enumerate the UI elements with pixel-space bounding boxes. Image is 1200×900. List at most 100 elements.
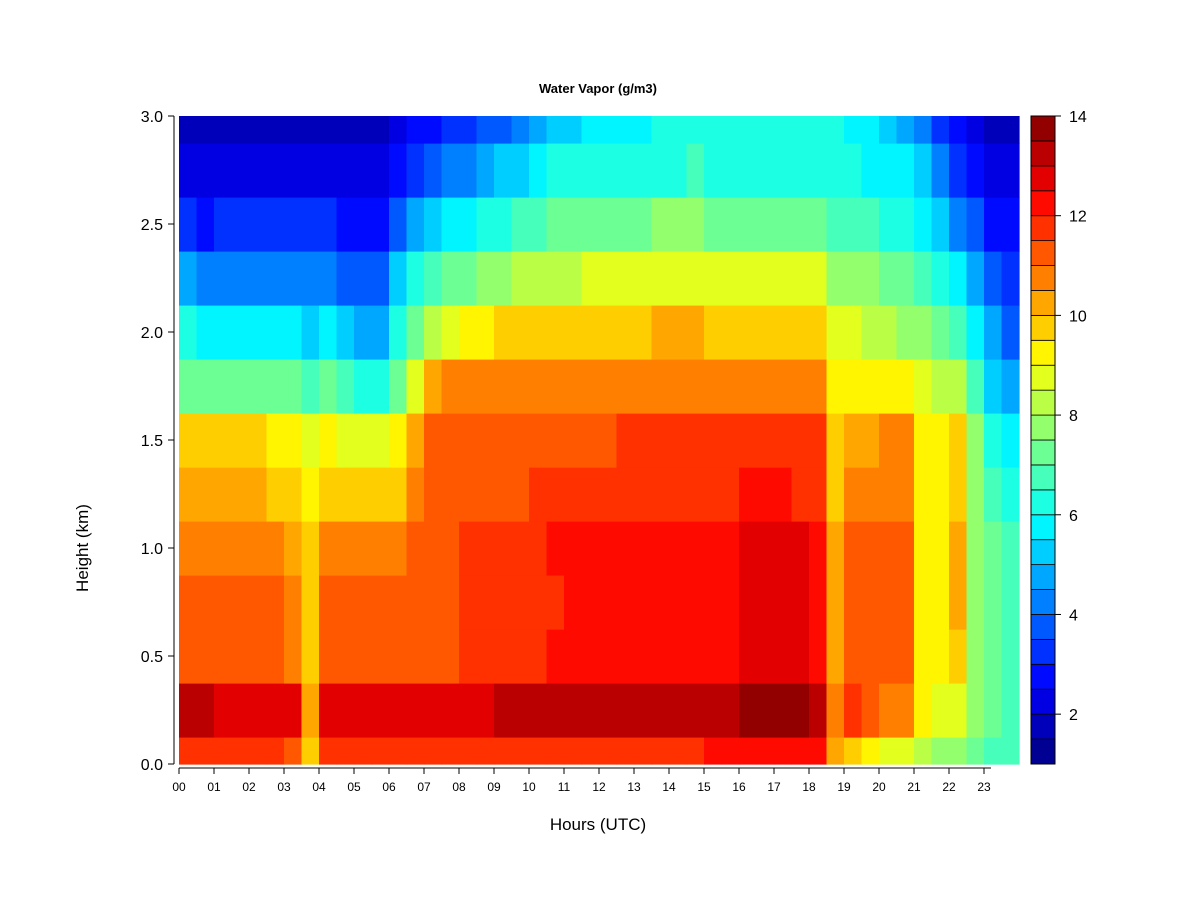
- heatmap-cell: [914, 737, 933, 765]
- heatmap-cell: [581, 629, 600, 684]
- y-tick-label: 2.0: [141, 325, 163, 342]
- heatmap-cell: [371, 305, 390, 360]
- heatmap-cell: [704, 413, 723, 468]
- heatmap-cell: [546, 197, 565, 252]
- heatmap-cell: [389, 305, 408, 360]
- heatmap-cell: [564, 521, 583, 576]
- heatmap-cell: [984, 197, 1003, 252]
- heatmap-cell: [424, 629, 443, 684]
- heatmap-cell: [669, 521, 688, 576]
- heatmap-cell: [581, 143, 600, 198]
- heatmap-cell: [424, 359, 443, 414]
- heatmap-cell: [406, 251, 425, 306]
- heatmap-cell: [756, 197, 775, 252]
- heatmap-cell: [284, 629, 303, 684]
- heatmap-cell: [476, 683, 495, 738]
- heatmap-cell: [966, 467, 985, 522]
- heatmap-cell: [826, 251, 845, 306]
- x-tick-label: 06: [382, 780, 396, 794]
- heatmap-cell: [581, 467, 600, 522]
- heatmap-cell: [651, 251, 670, 306]
- heatmap-cell: [949, 116, 968, 144]
- heatmap-cell: [879, 521, 898, 576]
- heatmap-cell: [669, 305, 688, 360]
- heatmap-cell: [861, 305, 880, 360]
- heatmap-cell: [529, 197, 548, 252]
- colorbar-level: [1030, 290, 1056, 316]
- heatmap-cell: [371, 197, 390, 252]
- heatmap-cell: [389, 143, 408, 198]
- heatmap-cell: [476, 116, 495, 144]
- heatmap-cell: [301, 683, 320, 738]
- heatmap-cell: [179, 521, 198, 576]
- heatmap-cell: [511, 116, 530, 144]
- heatmap-cell: [826, 575, 845, 630]
- colorbar-level: [1030, 389, 1056, 416]
- heatmap-cell: [441, 737, 460, 765]
- heatmap-cell: [686, 251, 705, 306]
- heatmap-cell: [354, 359, 373, 414]
- heatmap-cells: [179, 116, 1020, 765]
- heatmap-cell: [476, 251, 495, 306]
- heatmap-cell: [581, 575, 600, 630]
- heatmap-cell: [249, 116, 268, 144]
- heatmap-cell: [284, 413, 303, 468]
- heatmap-cell: [686, 575, 705, 630]
- heatmap-cell: [319, 467, 338, 522]
- heatmap-cell: [861, 737, 880, 765]
- heatmap-cell: [179, 197, 198, 252]
- heatmap-cell: [669, 116, 688, 144]
- heatmap-cell: [739, 683, 758, 738]
- heatmap-cell: [931, 251, 950, 306]
- heatmap-cell: [389, 737, 408, 765]
- heatmap-cell: [179, 575, 198, 630]
- heatmap-cell: [581, 116, 600, 144]
- heatmap-cell: [914, 143, 933, 198]
- heatmap-cell: [476, 197, 495, 252]
- heatmap-cell: [196, 143, 215, 198]
- heatmap-cell: [616, 467, 635, 522]
- heatmap-cell: [809, 683, 828, 738]
- heatmap-cell: [564, 629, 583, 684]
- heatmap-cell: [354, 413, 373, 468]
- heatmap-cell: [196, 359, 215, 414]
- heatmap-cell: [774, 629, 793, 684]
- heatmap-cell: [546, 305, 565, 360]
- heatmap-cell: [826, 116, 845, 144]
- heatmap-cell: [861, 143, 880, 198]
- heatmap-cell: [476, 143, 495, 198]
- heatmap-cell: [214, 305, 233, 360]
- x-tick-label: 19: [837, 780, 851, 794]
- heatmap-cell: [249, 143, 268, 198]
- heatmap-cell: [179, 467, 198, 522]
- heatmap-cell: [354, 737, 373, 765]
- heatmap-cell: [284, 251, 303, 306]
- colorbar-level: [1030, 190, 1056, 217]
- heatmap-cell: [231, 116, 250, 144]
- heatmap-cell: [441, 359, 460, 414]
- heatmap-cell: [599, 683, 618, 738]
- heatmap-cell: [826, 197, 845, 252]
- heatmap-cell: [179, 305, 198, 360]
- heatmap-cell: [406, 413, 425, 468]
- heatmap-cell: [791, 575, 810, 630]
- heatmap-cell: [844, 413, 863, 468]
- heatmap-cell: [301, 197, 320, 252]
- colorbar-level: [1030, 589, 1056, 615]
- heatmap-cell: [791, 251, 810, 306]
- heatmap-cell: [791, 359, 810, 414]
- heatmap-cell: [826, 467, 845, 522]
- heatmap-cell: [686, 521, 705, 576]
- x-tick-label: 16: [732, 780, 746, 794]
- heatmap-cell: [914, 359, 933, 414]
- heatmap-cell: [984, 575, 1003, 630]
- heatmap-cell: [826, 413, 845, 468]
- heatmap-cell: [214, 251, 233, 306]
- heatmap-cell: [319, 143, 338, 198]
- heatmap-cell: [844, 305, 863, 360]
- heatmap-cell: [231, 467, 250, 522]
- heatmap-cell: [599, 305, 618, 360]
- heatmap-cell: [844, 575, 863, 630]
- heatmap-cell: [511, 737, 530, 765]
